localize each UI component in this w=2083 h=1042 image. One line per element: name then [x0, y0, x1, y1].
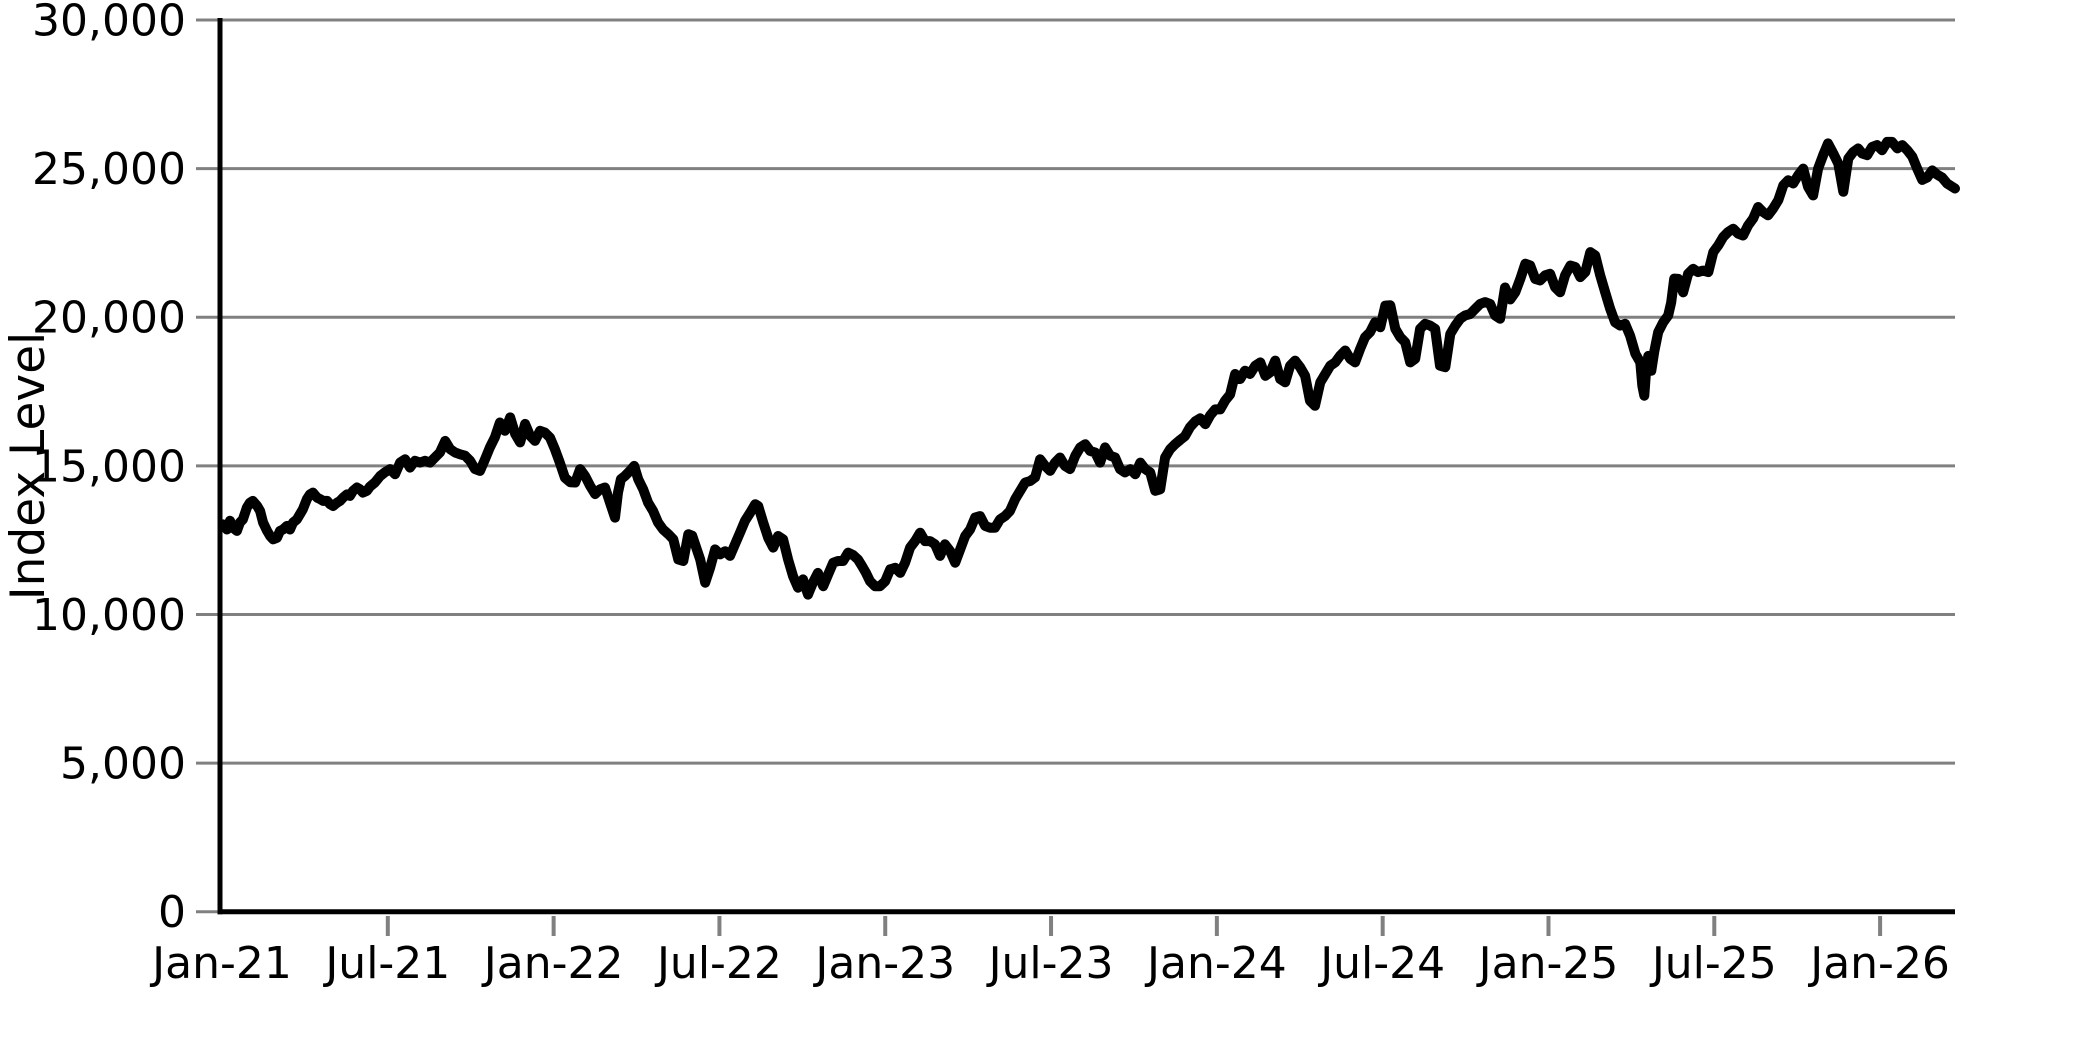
- index-level-line: [218, 136, 1960, 600]
- x-tick-label: Jan-23: [812, 938, 955, 989]
- x-tick-label: Jan-22: [481, 938, 624, 989]
- y-tick-label: 5,000: [60, 738, 186, 789]
- y-tick-label: 25,000: [32, 144, 186, 195]
- y-tick-label: 10,000: [32, 590, 186, 641]
- x-tick-label: Jul-22: [654, 938, 782, 989]
- x-tick-label: Jul-21: [322, 938, 450, 989]
- y-tick-label: 0: [158, 887, 186, 938]
- y-axis-title: Index Level: [1, 332, 56, 600]
- y-tick-label: 15,000: [32, 441, 186, 492]
- y-tick-label: 20,000: [32, 293, 186, 344]
- x-tick-label: Jan-25: [1476, 938, 1619, 989]
- x-tick-label: Jul-24: [1317, 938, 1445, 989]
- x-tick-label: Jul-23: [986, 938, 1114, 989]
- x-tick-label: Jan-24: [1144, 938, 1287, 989]
- x-tick-label: Jul-25: [1649, 938, 1777, 989]
- x-tick-label: Jan-26: [1807, 938, 1950, 989]
- y-tick-label: 30,000: [32, 0, 186, 46]
- x-tick-label: Jan-21: [149, 938, 292, 989]
